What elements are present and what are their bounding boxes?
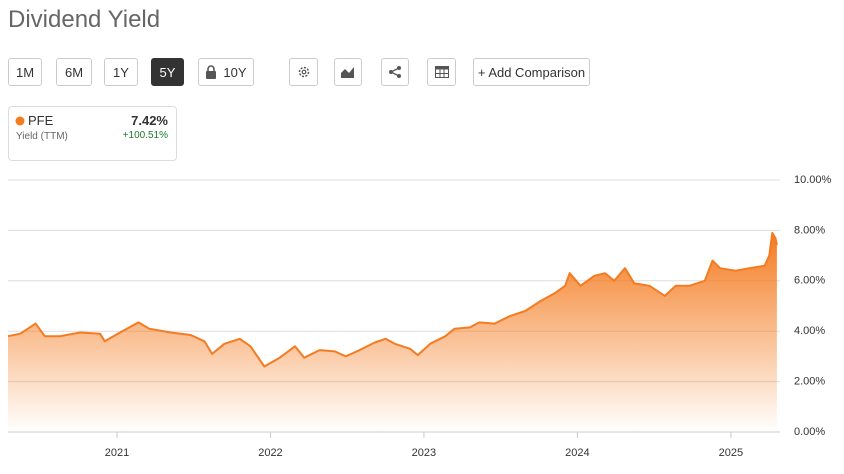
x-tick-label: 2025 [719,447,743,459]
chart-type-button[interactable] [334,58,362,86]
range-button[interactable]: 5Y [151,58,184,86]
add-comparison-button[interactable]: + Add Comparison [473,58,590,86]
legend-swatch [15,116,25,126]
x-tick-label: 2021 [105,447,129,459]
page-title: Dividend Yield [8,6,161,33]
series-line [7,231,778,368]
x-tick-label: 2022 [258,447,282,459]
legend-label: Yield (TTM) [16,131,68,142]
y-tick-label: 4.00% [794,325,825,337]
share-button[interactable] [381,58,409,86]
gear-icon [298,66,309,78]
range-label: 10Y [223,64,247,80]
y-tick-label: 8.00% [794,224,825,236]
y-tick-label: 0.00% [794,426,825,438]
table-icon [434,66,449,78]
x-tick-label: 2023 [412,447,436,459]
legend-dot [15,116,25,126]
range-button[interactable]: 1M [8,58,42,86]
lock-icon [206,65,217,79]
legend-change: +100.51% [122,130,168,141]
y-tick-label: 6.00% [794,275,825,287]
legend-name: PFE [28,113,54,128]
legend-value: 7.42% [131,113,168,128]
settings-button[interactable] [289,58,318,86]
range-button[interactable]: 10Y [198,58,254,86]
y-tick-label: 2.00% [794,376,825,388]
table-button[interactable] [427,58,456,86]
share-icon [389,66,401,78]
area-fill [8,232,777,432]
range-button[interactable]: 1Y [104,58,138,86]
legend-card: PFE 7.42% Yield (TTM) +100.51% [8,106,177,161]
y-tick-label: 10.00% [794,174,832,186]
area-icon [341,67,354,78]
x-tick-label: 2024 [565,447,589,459]
range-button[interactable]: 6M [56,58,92,86]
